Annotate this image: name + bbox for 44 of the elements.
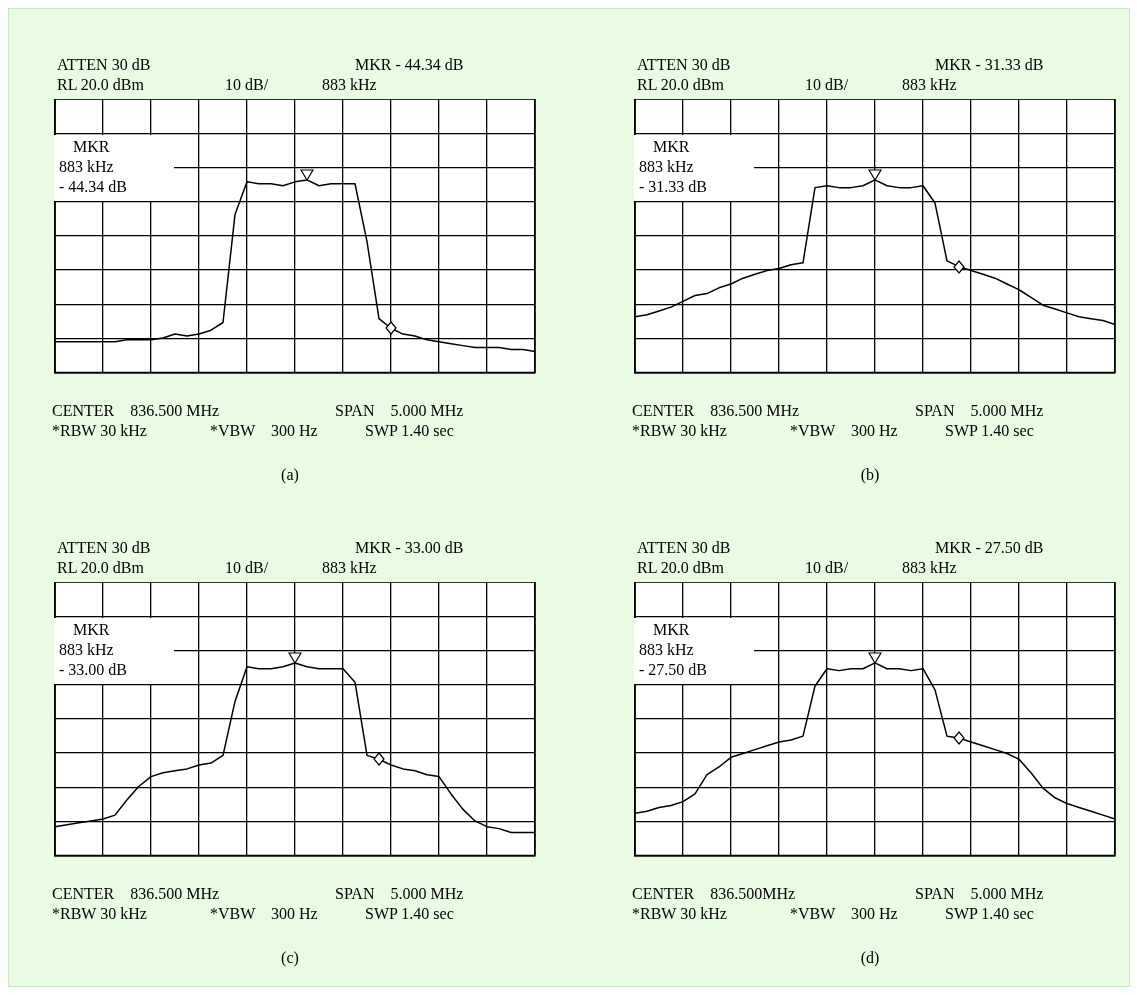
text: SPAN 5.000 MHz — [335, 401, 464, 420]
text: *VBW 300 Hz — [210, 421, 318, 440]
text: SPAN 5.000 MHz — [335, 884, 464, 903]
text: CENTER 836.500MHz — [632, 884, 796, 903]
text: RL 20.0 dBm — [57, 75, 144, 94]
text: 883 kHz — [902, 75, 957, 94]
text: RL 20.0 dBm — [637, 75, 724, 94]
text: (b) — [860, 465, 880, 484]
text: SWP 1.40 sec — [365, 421, 454, 440]
text: ATTEN 30 dB — [57, 55, 151, 74]
text: 10 dB/ — [225, 75, 269, 94]
text: 883 kHz — [322, 558, 377, 577]
text: SWP 1.40 sec — [945, 421, 1034, 440]
text: *VBW 300 Hz — [790, 421, 898, 440]
text: MKR - 44.34 dB — [355, 55, 464, 74]
text: 883 kHz — [322, 75, 377, 94]
text: *RBW 30 kHz — [632, 421, 727, 440]
text: ATTEN 30 dB — [637, 538, 731, 557]
text: ATTEN 30 dB — [57, 538, 151, 557]
text: RL 20.0 dBm — [637, 558, 724, 577]
text: *RBW 30 kHz — [632, 904, 727, 923]
text: 10 dB/ — [225, 558, 269, 577]
text: (c) — [281, 948, 299, 967]
text: MKR - 27.50 dB — [935, 538, 1044, 557]
text: SWP 1.40 sec — [945, 904, 1034, 923]
text: *RBW 30 kHz — [52, 904, 147, 923]
text: 883 kHz — [902, 558, 957, 577]
text: 10 dB/ — [805, 75, 849, 94]
text: SWP 1.40 sec — [365, 904, 454, 923]
text: SPAN 5.000 MHz — [915, 401, 1044, 420]
text: *VBW 300 Hz — [790, 904, 898, 923]
text: CENTER 836.500 MHz — [52, 401, 220, 420]
text: (d) — [860, 948, 880, 967]
text: *VBW 300 Hz — [210, 904, 318, 923]
text: SPAN 5.000 MHz — [915, 884, 1044, 903]
text: 10 dB/ — [805, 558, 849, 577]
text: CENTER 836.500 MHz — [632, 401, 800, 420]
text: RL 20.0 dBm — [57, 558, 144, 577]
text: MKR - 31.33 dB — [935, 55, 1044, 74]
text: MKR - 33.00 dB — [355, 538, 464, 557]
text: (a) — [281, 465, 299, 484]
text: *RBW 30 kHz — [52, 421, 147, 440]
text: CENTER 836.500 MHz — [52, 884, 220, 903]
text: ATTEN 30 dB — [637, 55, 731, 74]
